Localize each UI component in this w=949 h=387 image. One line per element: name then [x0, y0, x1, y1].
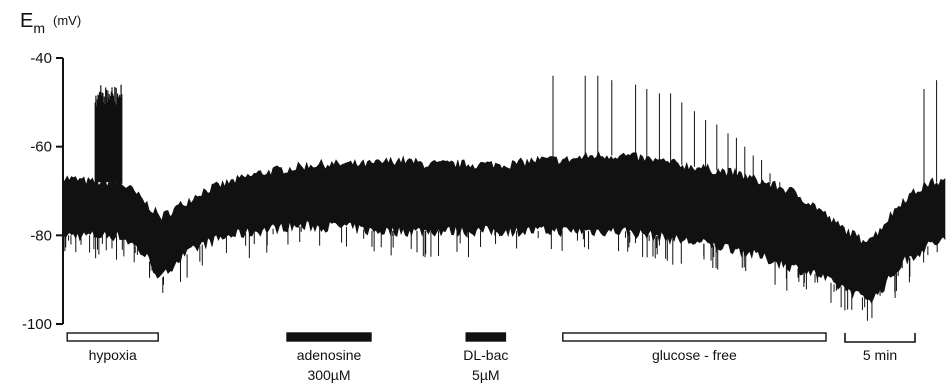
- y-tick-label: -40: [30, 50, 52, 67]
- treatment-label: adenosine: [297, 347, 362, 363]
- y-axis-subscript: m: [33, 20, 45, 36]
- treatment-label: hypoxia: [89, 347, 137, 363]
- treatment-label: DL-bac: [463, 347, 508, 363]
- trace-group: [62, 84, 946, 321]
- treatment-label: glucose - free: [652, 347, 737, 363]
- treatment-concentration: 300µM: [307, 367, 350, 383]
- y-axis-unit: (mV): [53, 13, 81, 28]
- treatment-bar: [562, 332, 827, 342]
- scale-bar: [844, 333, 916, 343]
- y-tick-label: -100: [22, 316, 52, 333]
- y-axis-symbol: E: [20, 10, 33, 32]
- scale-bar-label: 5 min: [863, 347, 897, 363]
- treatment-bar: [465, 332, 507, 342]
- spike-group: [552, 75, 938, 188]
- treatment-bar: [66, 332, 159, 342]
- y-ticks: -40 -60 -80 -100: [22, 50, 63, 333]
- treatment-bar: [286, 332, 372, 342]
- y-tick-label: -60: [30, 139, 52, 156]
- y-axis-title: Em (mV): [20, 10, 81, 36]
- y-tick-label: -80: [30, 227, 52, 244]
- scale-bar-group: 5 min: [844, 333, 916, 363]
- treatment-concentration: 5µM: [472, 367, 500, 383]
- treatment-bars: hypoxia adenosine 300µM DL-bac 5µM glucose - …: [66, 332, 827, 383]
- membrane-trace: [62, 151, 946, 304]
